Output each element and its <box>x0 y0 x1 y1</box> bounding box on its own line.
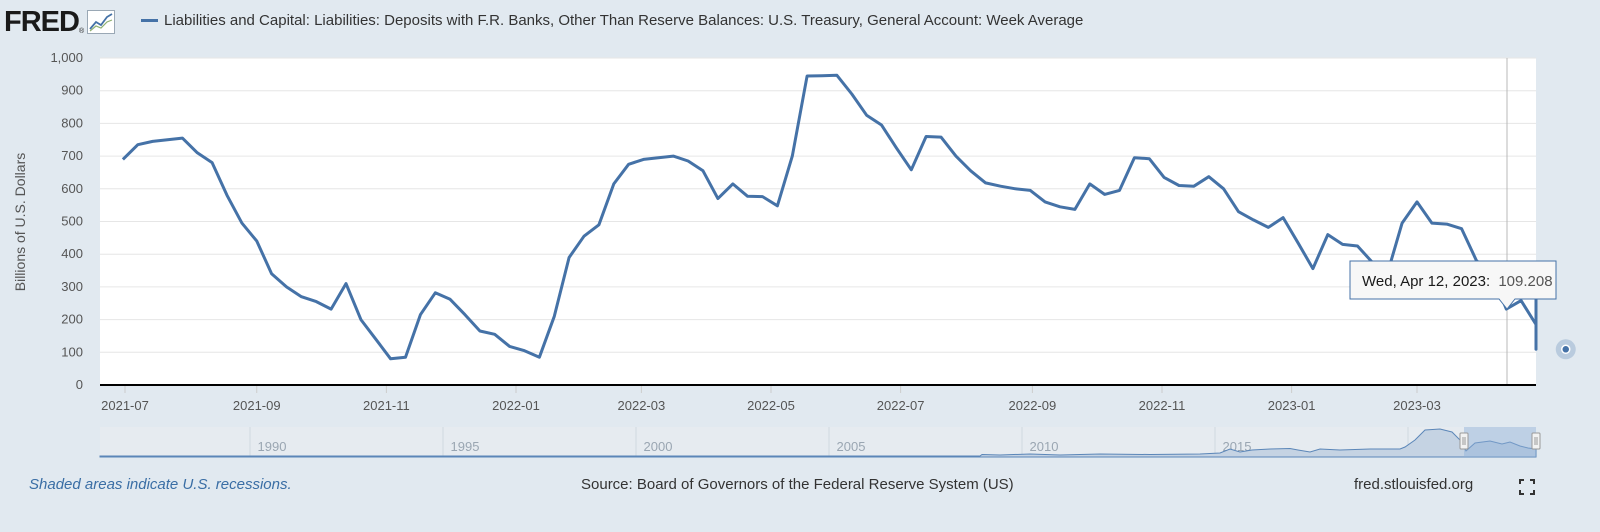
x-axis-ticks: 2021-07 2021-09 2021-11 2022-01 2022-03 2022-… <box>101 385 1441 413</box>
x-tick-label: 2022-03 <box>618 398 666 413</box>
chart-header: FRED ® Liabilities and Capital: Liabilit… <box>0 0 1600 46</box>
y-tick-label: 100 <box>61 344 83 359</box>
navigator-year-label: 2010 <box>1030 439 1059 454</box>
tooltip: Wed, Apr 12, 2023: 109.208 <box>1349 260 1557 310</box>
series-title: Liabilities and Capital: Liabilities: De… <box>164 12 1084 29</box>
y-tick-label: 500 <box>61 214 83 229</box>
navigator-series <box>99 428 1537 458</box>
navigator-year-label: 2005 <box>837 439 866 454</box>
hover-point <box>1561 344 1571 355</box>
logo-registered-mark: ® <box>78 27 85 35</box>
y-tick-label: 200 <box>61 312 83 327</box>
navigator[interactable]: 1990199520002005201020152020 <box>99 427 1541 458</box>
series-legend[interactable]: Liabilities and Capital: Liabilities: De… <box>141 12 1083 29</box>
navigator-selection[interactable] <box>1464 427 1536 457</box>
y-tick-label: 800 <box>61 115 83 130</box>
fred-logo[interactable]: FRED ® <box>4 6 116 38</box>
tooltip-value: 109.208 <box>1498 273 1552 290</box>
x-tick-label: 2022-01 <box>492 398 540 413</box>
y-tick-label: 1,000 <box>50 50 83 65</box>
x-tick-label: 2021-11 <box>363 398 410 413</box>
tooltip-date: Wed, Apr 12, 2023: <box>1362 273 1490 290</box>
y-tick-label: 400 <box>61 246 83 261</box>
recession-note: Shaded areas indicate U.S. recessions. <box>29 476 292 493</box>
tooltip-label: Wed, Apr 12, 2023: 109.208 <box>1362 273 1553 290</box>
trend-graph-icon <box>87 10 116 34</box>
x-tick-label: 2022-05 <box>747 398 795 413</box>
y-tick-label: 900 <box>61 83 83 98</box>
y-tick-label: 300 <box>61 279 83 294</box>
navigator-year-label: 1990 <box>258 439 287 454</box>
navigator-right-handle[interactable] <box>1531 432 1541 450</box>
tooltip-box <box>1349 260 1557 310</box>
x-tick-label: 2022-11 <box>1139 398 1186 413</box>
gridlines <box>100 57 1536 353</box>
y-tick-label: 0 <box>76 377 83 392</box>
hover-marker <box>1555 339 1576 360</box>
x-tick-label: 2023-03 <box>1393 398 1441 413</box>
y-axis-label: Billions of U.S. Dollars <box>12 153 28 292</box>
source-credit: Source: Board of Governors of the Federa… <box>581 476 1014 493</box>
x-tick-label: 2022-07 <box>877 398 925 413</box>
navigator-year-label: 2000 <box>644 439 673 454</box>
navigator-year-label: 1995 <box>451 439 480 454</box>
fullscreen-icon[interactable] <box>1519 479 1535 495</box>
series-line[interactable] <box>121 73 1538 361</box>
line-chart[interactable]: 0 100 200 300 400 500 600 700 800 900 1,000 2021-0… <box>0 0 1600 470</box>
legend-swatch <box>141 19 158 22</box>
navigator-left-handle[interactable] <box>1459 432 1469 450</box>
y-axis-ticks: 0 100 200 300 400 500 600 700 800 900 1,000 <box>50 50 83 392</box>
site-link[interactable]: fred.stlouisfed.org <box>1354 476 1474 493</box>
y-tick-label: 700 <box>61 148 83 163</box>
y-tick-label: 600 <box>61 181 83 196</box>
logo-text: FRED <box>4 6 80 38</box>
x-tick-label: 2023-01 <box>1268 398 1316 413</box>
navigator-year-labels: 1990199520002005201020152020 <box>249 427 1444 457</box>
x-tick-label: 2022-09 <box>1009 398 1057 413</box>
x-tick-label: 2021-09 <box>233 398 281 413</box>
x-tick-label: 2021-07 <box>101 398 149 413</box>
